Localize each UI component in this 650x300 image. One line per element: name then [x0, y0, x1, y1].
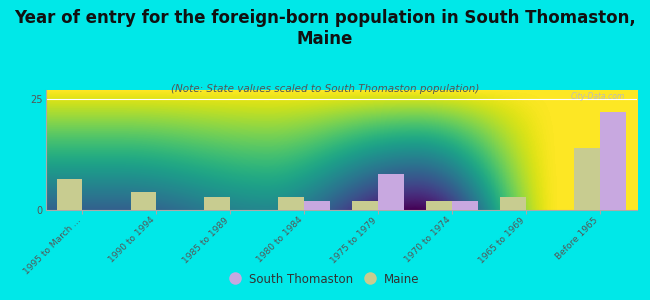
Bar [426, 201, 452, 210]
Bar [205, 197, 230, 210]
Text: Year of entry for the foreign-born population in South Thomaston,
Maine: Year of entry for the foreign-born popul… [14, 9, 636, 48]
Bar [574, 148, 600, 210]
Text: City-Data.com: City-Data.com [571, 92, 625, 101]
Bar [452, 201, 478, 210]
Legend: South Thomaston, Maine: South Thomaston, Maine [226, 268, 424, 291]
Bar [57, 179, 83, 210]
Bar [378, 174, 404, 210]
Bar [500, 197, 526, 210]
Bar [304, 201, 330, 210]
Text: (Note: State values scaled to South Thomaston population): (Note: State values scaled to South Thom… [171, 84, 479, 94]
Bar [131, 192, 157, 210]
Bar [352, 201, 378, 210]
Bar [278, 197, 304, 210]
Bar [600, 112, 626, 210]
